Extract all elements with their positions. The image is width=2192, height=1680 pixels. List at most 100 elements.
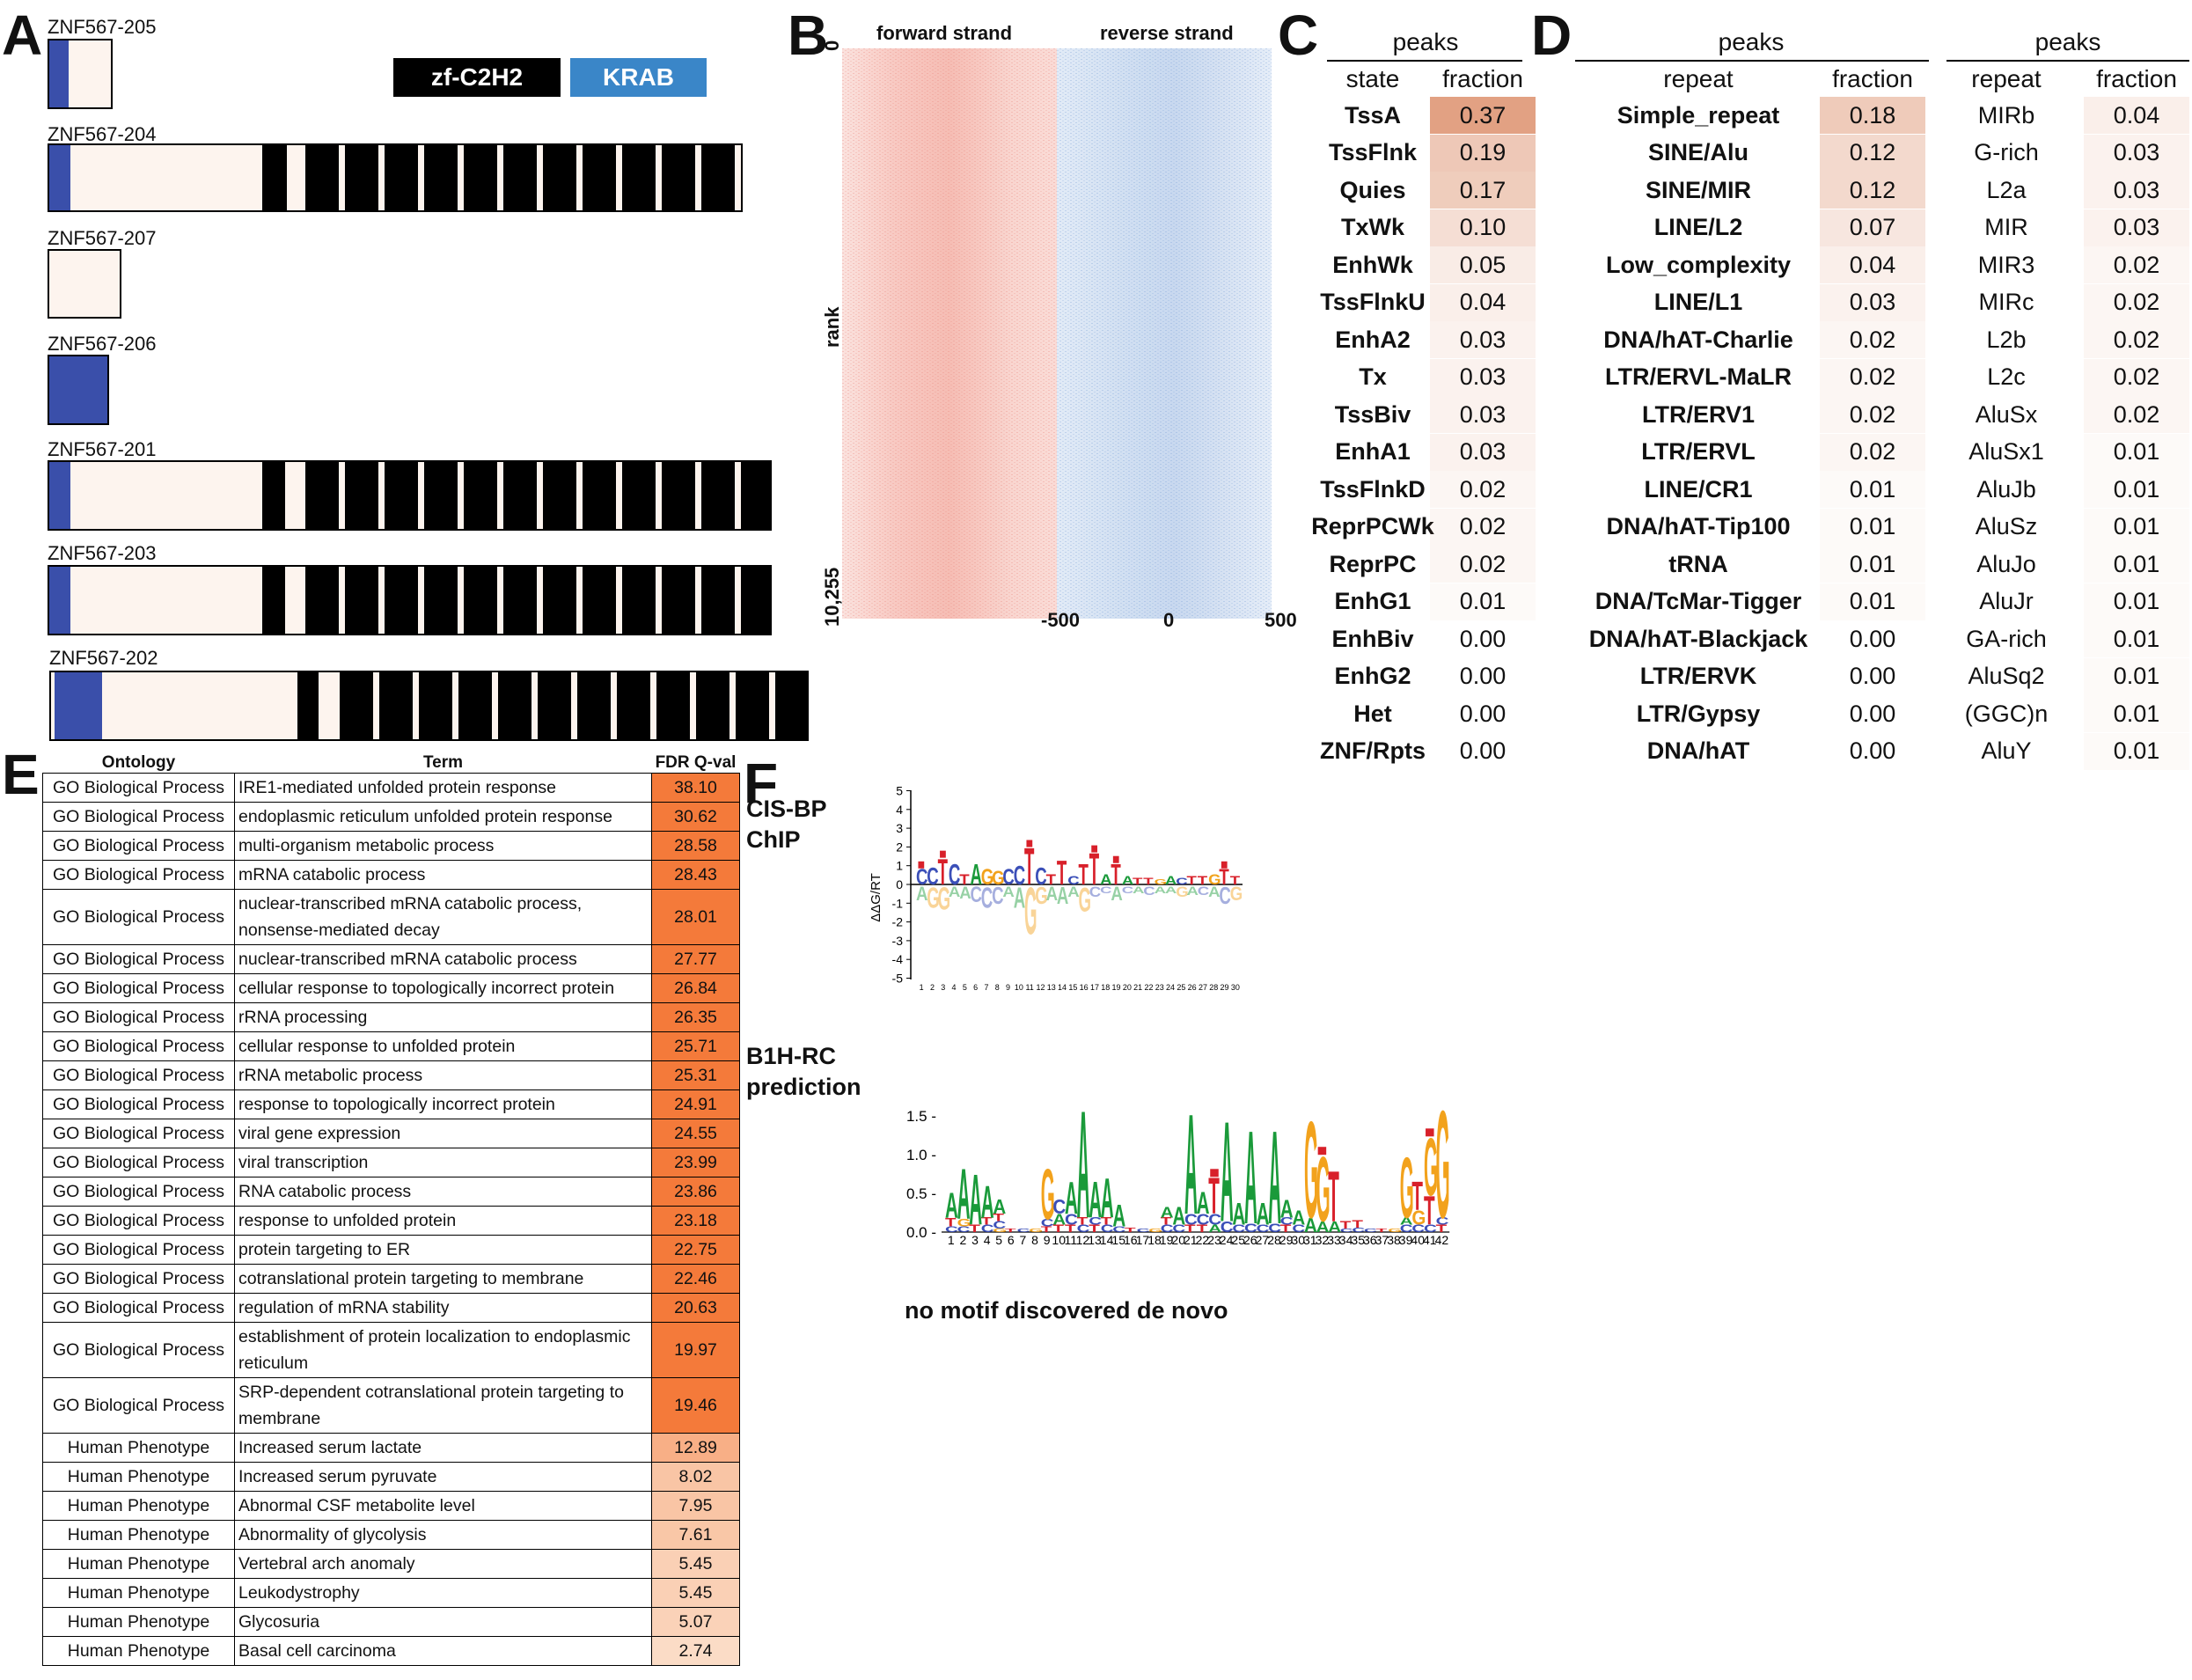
repeat-subfamily-fraction: 0.02 [2113, 289, 2160, 315]
state-fraction: 0.02 [1459, 513, 1507, 539]
term-cell: Increased serum pyruvate [234, 1462, 652, 1492]
ontology-cell: GO Biological Process [42, 1002, 235, 1032]
ontology-cell: GO Biological Process [42, 773, 235, 803]
panel-f-letter: F [744, 752, 779, 815]
logo2-base: A [945, 1185, 958, 1225]
repeat-family-row-value: 0.04 [1820, 246, 1925, 283]
zf-c2h2-domain [577, 672, 611, 739]
logo2-base: C [1221, 1219, 1234, 1236]
logo2-base: C [1232, 1223, 1245, 1235]
zf-c2h2-domain [379, 672, 413, 739]
repeat-family-name: DNA/hAT-Tip100 [1606, 513, 1791, 539]
repeat-family-row-name: LTR/ERVK [1566, 658, 1830, 695]
logo1-xtick: 8 [995, 983, 1000, 992]
logo2-xtick: 22 [1196, 1233, 1210, 1245]
repeat-family-row-value: 0.12 [1820, 172, 1925, 209]
ontology-cell: GO Biological Process [42, 1177, 235, 1207]
term-cell: regulation of mRNA stability [234, 1293, 652, 1323]
zf-c2h2-domain [262, 462, 285, 529]
state-row-value: 0.17 [1430, 172, 1536, 209]
fdr-cell: 28.58 [651, 831, 740, 861]
state-row-value: 0.02 [1430, 471, 1536, 508]
repeat-subfamily-row-value: 0.02 [2084, 246, 2189, 283]
state-name: TssFlnkU [1320, 289, 1426, 315]
rank-top-tick: 0 [821, 40, 843, 51]
repeat-subfamily-name: AluJr [1979, 588, 2034, 614]
repeat-family-row-value: 0.01 [1820, 471, 1925, 508]
fdr-cell: 24.91 [651, 1089, 740, 1119]
state-row-value: 0.00 [1430, 733, 1536, 770]
logo1-base-negative: A [1111, 884, 1123, 906]
ontology-cell: Human Phenotype [42, 1578, 235, 1608]
repeat-family-name: LTR/Gypsy [1636, 700, 1761, 727]
state-name: Tx [1359, 363, 1387, 390]
logo1-base-negative: A [1187, 884, 1199, 898]
ontology-row: Human Phenotype Vertebral arch anomaly 5.4… [42, 1549, 740, 1579]
state-fraction: 0.02 [1459, 550, 1507, 577]
krab-domain [49, 145, 70, 210]
repeat-family-row-value: 0.02 [1820, 321, 1925, 358]
krab-domain [49, 356, 107, 423]
logo2-base: A [1292, 1206, 1305, 1229]
logo2-base: G [957, 1217, 971, 1229]
logo2-base: T [1041, 1225, 1052, 1234]
ontology-row: GO Biological Process endoplasmic reticul… [42, 802, 740, 832]
repeat-family-name: LTR/ERVL-MaLR [1605, 363, 1792, 390]
logo1-base-negative: A [1002, 884, 1015, 900]
logo1-base: T [1219, 864, 1229, 889]
logo1-ytick: 4 [896, 803, 903, 817]
logo1-base-negative: G [938, 882, 950, 917]
repeat-family-name: DNA/hAT-Blackjack [1588, 625, 1808, 652]
isoform-track [48, 39, 113, 109]
zf-c2h2-domain [464, 462, 497, 529]
logo2-xtick: 33 [1327, 1233, 1341, 1245]
repeat-subfamily-row-name: G-rich [1936, 135, 2077, 172]
repeat-family-name: tRNA [1668, 550, 1728, 577]
logo1-base-negative: C [992, 882, 1003, 910]
ontology-cell: Human Phenotype [42, 1433, 235, 1463]
logo2-xtick: 16 [1124, 1233, 1138, 1245]
zf-c2h2-domain [543, 145, 576, 210]
fdr-cell: 25.31 [651, 1060, 740, 1090]
isoform-label: ZNF567-207 [48, 227, 157, 249]
zf-c2h2-domain [775, 672, 807, 739]
state-row-name: EnhA2 [1311, 321, 1434, 358]
logo1-base: T [1133, 877, 1143, 887]
fdr-cell: 8.02 [651, 1462, 740, 1492]
repeat-family-row-value: 0.00 [1820, 733, 1925, 770]
logo1-base: C [1014, 861, 1025, 891]
logo2-base: A [981, 1177, 994, 1228]
ontology-cell: GO Biological Process [42, 1322, 235, 1378]
fdr-cell: 23.86 [651, 1177, 740, 1207]
isoform-track [48, 355, 109, 425]
logo1-base-negative: G [1230, 884, 1243, 906]
repeat-family-row-value: 0.01 [1820, 583, 1925, 620]
logo2-base: C [1017, 1228, 1030, 1234]
ontology-row: Human Phenotype Abnormality of glycolysis… [42, 1520, 740, 1550]
fdr-cell: 22.75 [651, 1235, 740, 1265]
logo2-base: C [981, 1223, 994, 1235]
repeat-subfamily-name: L2c [1987, 363, 2026, 390]
zf-c2h2-domain [696, 672, 729, 739]
ontology-cell: GO Biological Process [42, 1206, 235, 1236]
repeat-subfamily-row-value: 0.01 [2084, 695, 2189, 732]
repeat-family-row-value: 0.02 [1820, 396, 1925, 433]
logo1-xtick: 5 [963, 983, 967, 992]
repeat-family-name: LTR/ERVK [1639, 663, 1757, 689]
repeat-subfamily-fraction: 0.01 [2113, 700, 2160, 727]
state-fraction: 0.10 [1459, 214, 1507, 240]
logo1-xtick: 9 [1006, 983, 1010, 992]
logo2-base: T [1089, 1223, 1101, 1235]
repeat-subfamily-row-name: L2b [1936, 321, 2077, 358]
logo2-base: A [1232, 1198, 1245, 1232]
logo2-base: G [1041, 1154, 1055, 1235]
panel-d-fraction-header-right: fraction [2096, 65, 2177, 92]
state-row-value: 0.02 [1430, 508, 1536, 546]
state-row-name: TssFlnk [1311, 135, 1434, 172]
ontology-cell: GO Biological Process [42, 1377, 235, 1434]
logo2-base: A [1052, 1212, 1066, 1229]
term-cell: Leukodystrophy [234, 1578, 652, 1608]
logo1-base-negative: A [1067, 884, 1080, 900]
repeat-subfamily-name: MIR3 [1977, 251, 2035, 278]
logo2-xtick: 26 [1243, 1233, 1257, 1245]
